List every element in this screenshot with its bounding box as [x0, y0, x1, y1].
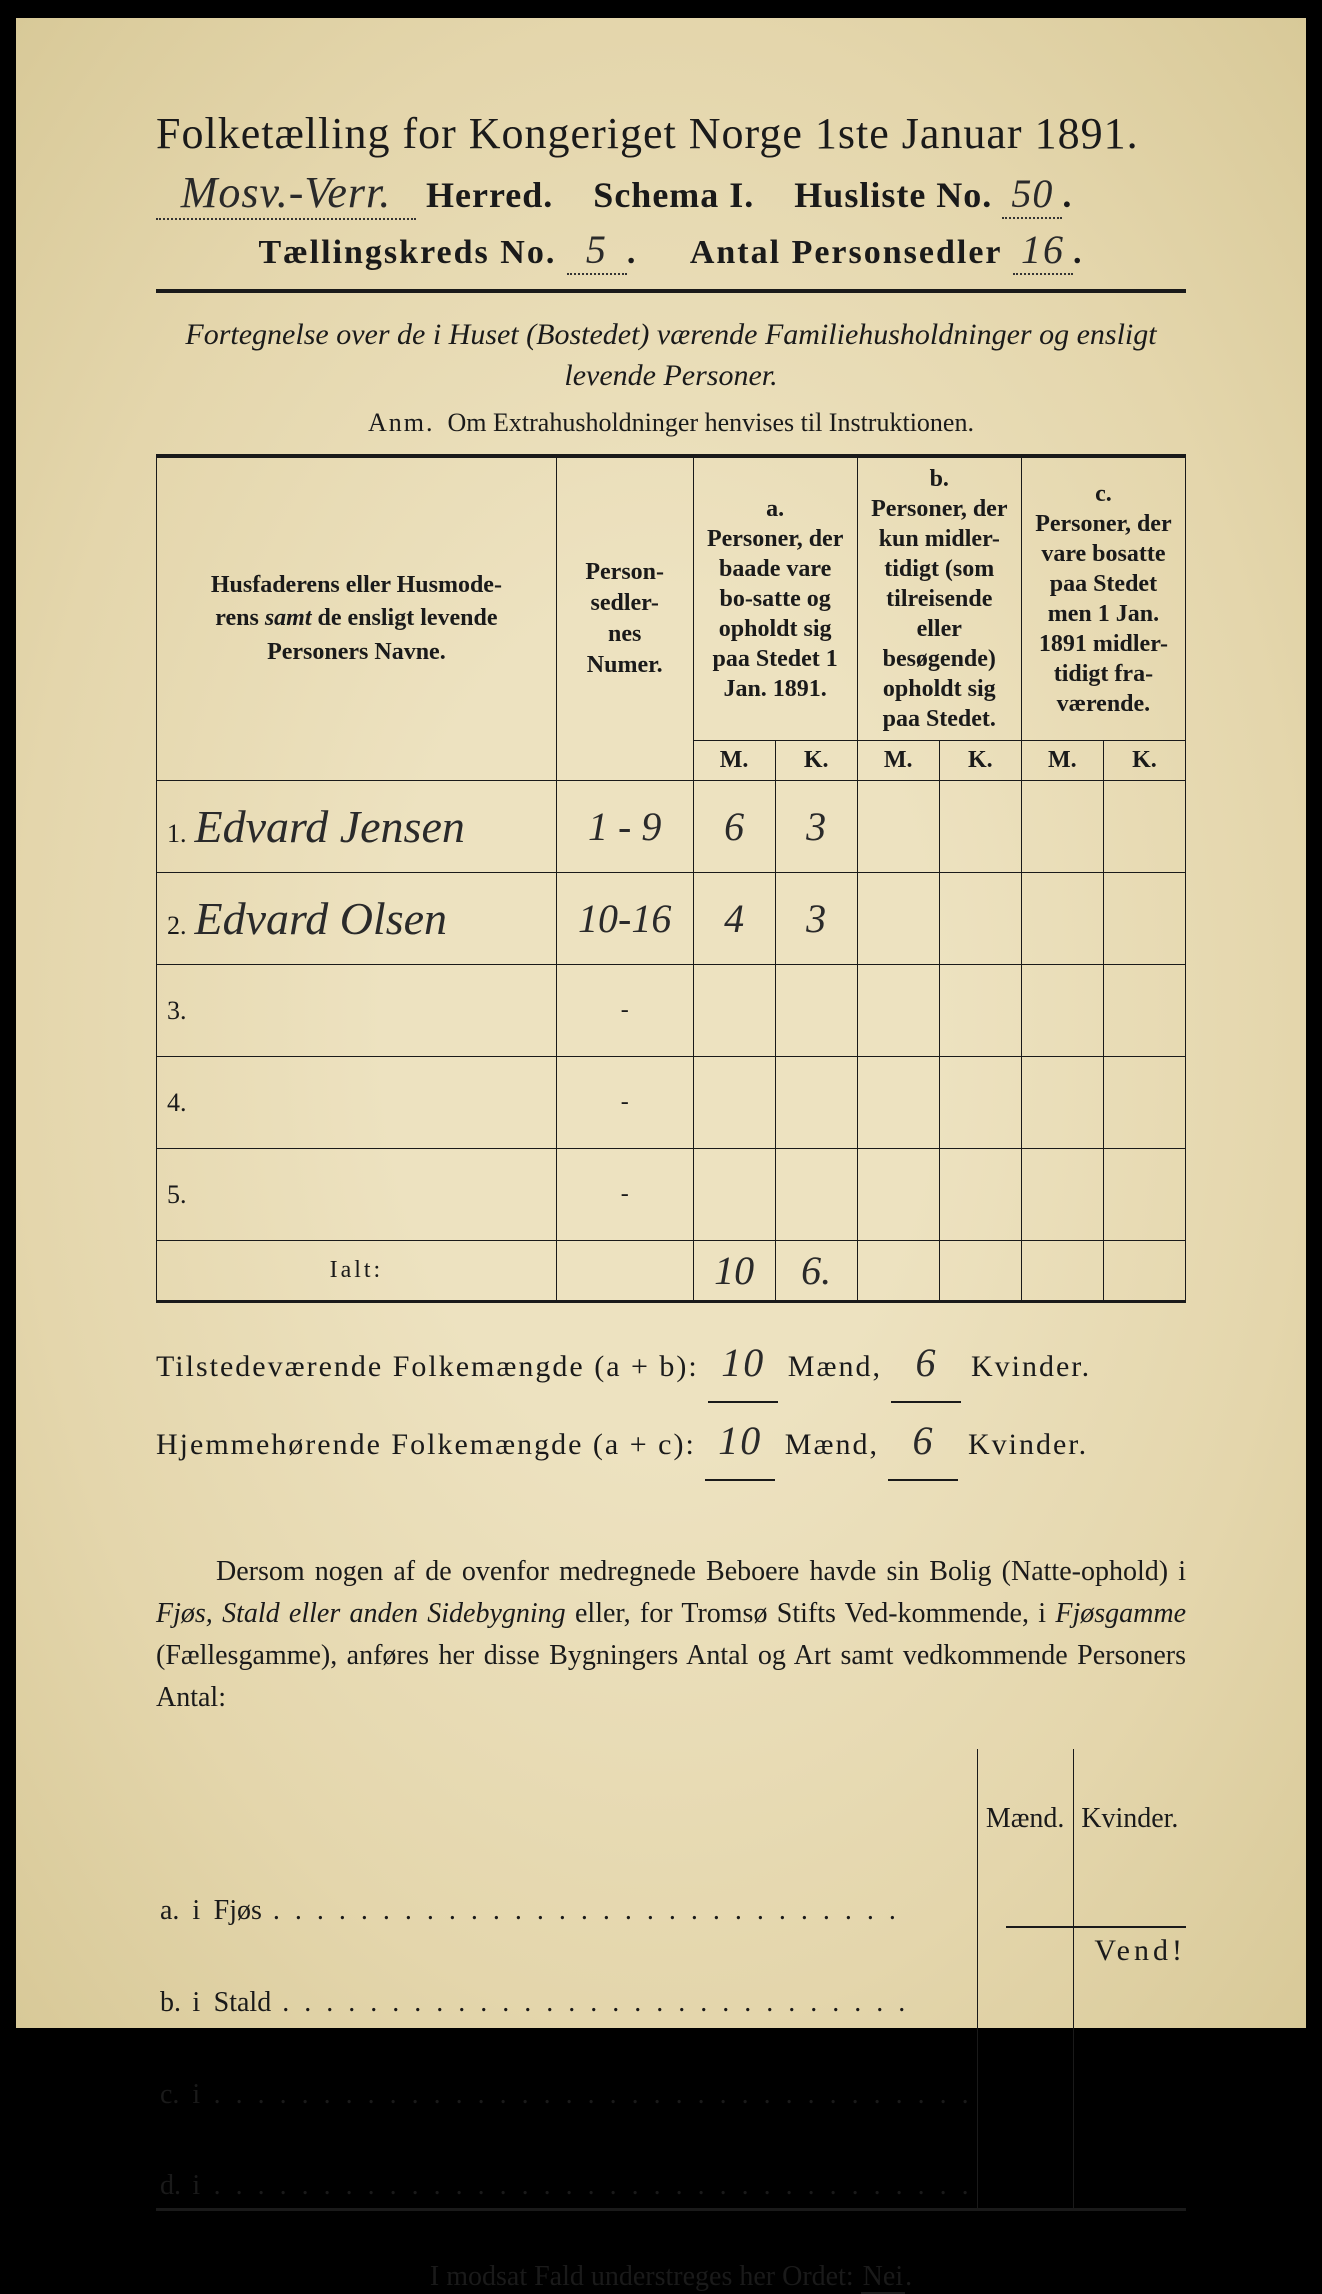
- paragraph-block: Dersom nogen af de ovenfor medregnede Be…: [156, 1551, 1186, 1719]
- row-name: Edvard Olsen: [195, 892, 448, 945]
- mk-header: M.: [857, 741, 939, 781]
- kvinder-label: Kvinder.: [971, 1350, 1091, 1383]
- horizontal-rule: [156, 289, 1186, 293]
- tilstede-k: 6: [891, 1325, 961, 1403]
- kreds-value: 5: [567, 226, 627, 275]
- hjemme-m: 10: [705, 1403, 775, 1481]
- cell: 4: [724, 896, 744, 941]
- row-num: 1.: [167, 819, 187, 848]
- sub-label: Fjøs: [214, 1895, 262, 1926]
- anm-label: Anm.: [368, 408, 435, 437]
- mk-header: M.: [693, 741, 775, 781]
- table-row: 2. Edvard Olsen 10-16 4 3: [157, 873, 1186, 965]
- sub-key: c.: [156, 2025, 188, 2117]
- table-row: 1. Edvard Jensen 1 - 9 6 3: [157, 781, 1186, 873]
- table-body: 1. Edvard Jensen 1 - 9 6 3 2. Edvard Olsen…: [157, 781, 1186, 1302]
- mk-header: K.: [775, 741, 857, 781]
- modsatt-line: I modsat Fald understreges her Ordet: Ne…: [156, 2261, 1186, 2293]
- antal-value: 16: [1013, 226, 1073, 275]
- fortegnelse-line2: levende Personer.: [564, 359, 777, 392]
- sub-kvinder-head: Kvinder.: [1073, 1749, 1186, 1841]
- anm-text: Om Extrahusholdninger henvises til Instr…: [448, 408, 974, 437]
- modsatt-pre: I modsat Fald understreges her Ordet:: [430, 2261, 861, 2292]
- sub-i: i: [188, 1841, 209, 1933]
- col-head-name: Husfaderens eller Husmode- rens samt de …: [157, 456, 557, 781]
- tilstede-line: Tilstedeværende Folkemængde (a + b): 10 …: [156, 1325, 1186, 1403]
- mk-header: K.: [939, 741, 1021, 781]
- row-sedler: 10-16: [578, 896, 671, 941]
- col-head-c: c. Personer, der vare bosatte paa Stedet…: [1021, 456, 1185, 741]
- totals-block: Tilstedeværende Folkemængde (a + b): 10 …: [156, 1325, 1186, 1481]
- sub-i: i: [188, 2025, 209, 2117]
- row-num: 4.: [167, 1088, 187, 1117]
- hjemme-k: 6: [888, 1403, 958, 1481]
- col-head-a: a. Personer, der baade vare bo-satte og …: [693, 456, 857, 741]
- ialt-row: Ialt: 10 6.: [157, 1241, 1186, 1302]
- mk-header: K.: [1103, 741, 1185, 781]
- hjemme-label: Hjemmehørende Folkemængde (a + c):: [156, 1428, 696, 1461]
- table-row: 4. -: [157, 1057, 1186, 1149]
- herred-label: Herred.: [426, 175, 553, 215]
- row-num: 2.: [167, 911, 187, 940]
- row-sedler: 1 - 9: [588, 804, 661, 849]
- tilstede-label: Tilstedeværende Folkemængde (a + b):: [156, 1350, 699, 1383]
- sublist-row: c. i . . . . . . . . . . . . . . . . . .…: [156, 2025, 1186, 2117]
- row-sedler: -: [556, 1057, 693, 1149]
- fortegnelse-line1: Fortegnelse over de i Huset (Bostedet) v…: [185, 318, 1156, 351]
- mk-header: M.: [1021, 741, 1103, 781]
- cell: 3: [806, 896, 826, 941]
- row-sedler: -: [556, 965, 693, 1057]
- kvinder-label: Kvinder.: [968, 1428, 1088, 1461]
- ialt-k: 6.: [801, 1248, 831, 1293]
- tilstede-m: 10: [708, 1325, 778, 1403]
- modsatt-dot: .: [905, 2261, 912, 2292]
- anm-note: Anm. Om Extrahusholdninger henvises til …: [156, 408, 1186, 438]
- sublist-row: a. i Fjøs . . . . . . . . . . . . . . . …: [156, 1841, 1186, 1933]
- main-table: Husfaderens eller Husmode- rens samt de …: [156, 454, 1186, 1303]
- table-row: 5. -: [157, 1149, 1186, 1241]
- row-num: 3.: [167, 996, 187, 1025]
- maend-label: Mænd,: [788, 1350, 882, 1383]
- header-line-3: Tællingskreds No. 5. Antal Personsedler …: [156, 226, 1186, 275]
- page-title: Folketælling for Kongeriget Norge 1ste J…: [156, 108, 1186, 159]
- sublist-table: Mænd. Kvinder. a. i Fjøs . . . . . . . .…: [156, 1749, 1186, 2211]
- antal-label: Antal Personsedler: [690, 234, 1003, 271]
- col-head-b: b. Personer, der kun midler-tidigt (som …: [857, 456, 1021, 741]
- header-line-2: Mosv.-Verr. Herred. Schema I. Husliste N…: [156, 167, 1186, 220]
- table-row: 3. -: [157, 965, 1186, 1057]
- cell: 3: [806, 804, 826, 849]
- sub-label: Stald: [214, 1987, 272, 2018]
- row-sedler: -: [556, 1149, 693, 1241]
- sub-maend-head: Mænd.: [977, 1749, 1073, 1841]
- row-num: 5.: [167, 1180, 187, 1209]
- ialt-label: Ialt:: [157, 1241, 557, 1302]
- hjemme-line: Hjemmehørende Folkemængde (a + c): 10 Mæ…: [156, 1403, 1186, 1481]
- sub-key: a.: [156, 1841, 188, 1933]
- cell: 6: [724, 804, 744, 849]
- sub-i: i: [188, 1933, 209, 2025]
- kreds-label: Tællingskreds No.: [258, 234, 556, 271]
- sublist-row: d. i . . . . . . . . . . . . . . . . . .…: [156, 2117, 1186, 2209]
- schema-label: Schema I.: [593, 175, 754, 215]
- fortegnelse-heading: Fortegnelse over de i Huset (Bostedet) v…: [156, 315, 1186, 396]
- maend-label: Mænd,: [785, 1428, 879, 1461]
- sub-i: i: [188, 2117, 209, 2209]
- census-form-page: Folketælling for Kongeriget Norge 1ste J…: [16, 18, 1306, 2028]
- sublist-block: Mænd. Kvinder. a. i Fjøs . . . . . . . .…: [156, 1749, 1186, 2211]
- col-head-number: Person- sedler- nes Numer.: [556, 456, 693, 781]
- husliste-value: 50: [1002, 170, 1062, 219]
- ialt-m: 10: [714, 1248, 754, 1293]
- sub-key: d.: [156, 2117, 188, 2209]
- herred-value: Mosv.-Verr.: [156, 167, 416, 220]
- row-name: Edvard Jensen: [195, 800, 465, 853]
- modsatt-nei: Nei: [861, 2261, 905, 2294]
- sub-key: b.: [156, 1933, 188, 2025]
- husliste-label: Husliste No.: [794, 175, 992, 215]
- vend-label: Vend!: [1006, 1926, 1186, 1968]
